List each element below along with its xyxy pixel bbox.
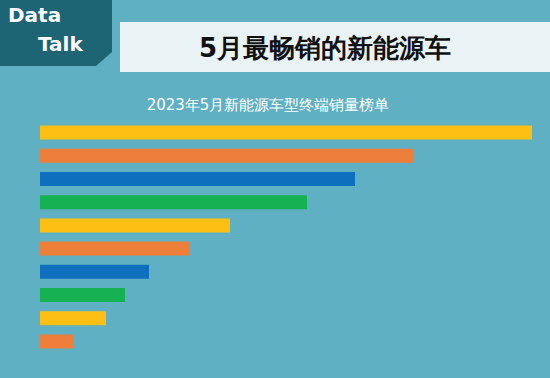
svg-text:5月最畅销的新能源车: 5月最畅销的新能源车	[199, 33, 451, 63]
svg-text:2023年5月新能源车型终端销量榜单: 2023年5月新能源车型终端销量榜单	[147, 96, 390, 114]
svg-text:Talk: Talk	[38, 32, 83, 56]
svg-text:Data: Data	[8, 3, 61, 27]
